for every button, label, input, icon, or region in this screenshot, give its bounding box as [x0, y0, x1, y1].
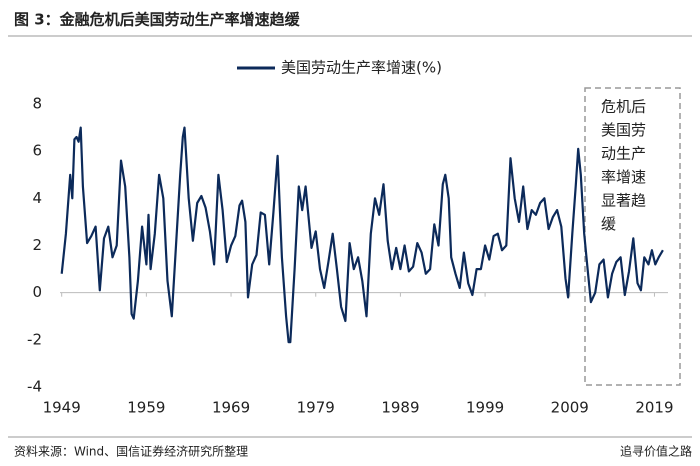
source: 资料来源：Wind、国信证券经济研究所整理	[14, 444, 248, 459]
data-line	[60, 126, 664, 344]
y-tick-label: 0	[32, 283, 42, 301]
y-tick-label: -4	[27, 378, 42, 396]
annotation-text: 显著趋	[601, 192, 646, 210]
y-tick-label: 6	[32, 142, 42, 160]
annotation-text: 美国劳	[601, 121, 646, 139]
annotation-text: 危机后	[601, 98, 646, 116]
x-tick-label: 1989	[381, 399, 419, 417]
y-tick-label: -2	[27, 330, 42, 348]
x-tick-label: 1999	[466, 399, 504, 417]
x-tick-label: 2009	[551, 399, 589, 417]
x-tick-label: 1979	[297, 399, 335, 417]
watermark: 追寻价值之路	[620, 444, 692, 459]
y-tick-label: 4	[32, 189, 42, 207]
y-tick-label: 2	[32, 236, 42, 254]
chart-title: 图 3：金融危机后美国劳动生产率增速趋缓	[14, 11, 301, 29]
annotation-text: 缓	[601, 215, 616, 233]
x-tick-label: 2019	[635, 399, 673, 417]
x-tick-label: 1969	[212, 399, 250, 417]
x-tick-label: 1949	[43, 399, 81, 417]
x-tick-label: 1959	[127, 399, 165, 417]
annotation-text: 率增速	[601, 168, 646, 186]
legend-label: 美国劳动生产率增速(%)	[281, 59, 442, 77]
annotation-text: 动生产	[601, 145, 646, 163]
y-tick-label: 8	[32, 95, 42, 113]
